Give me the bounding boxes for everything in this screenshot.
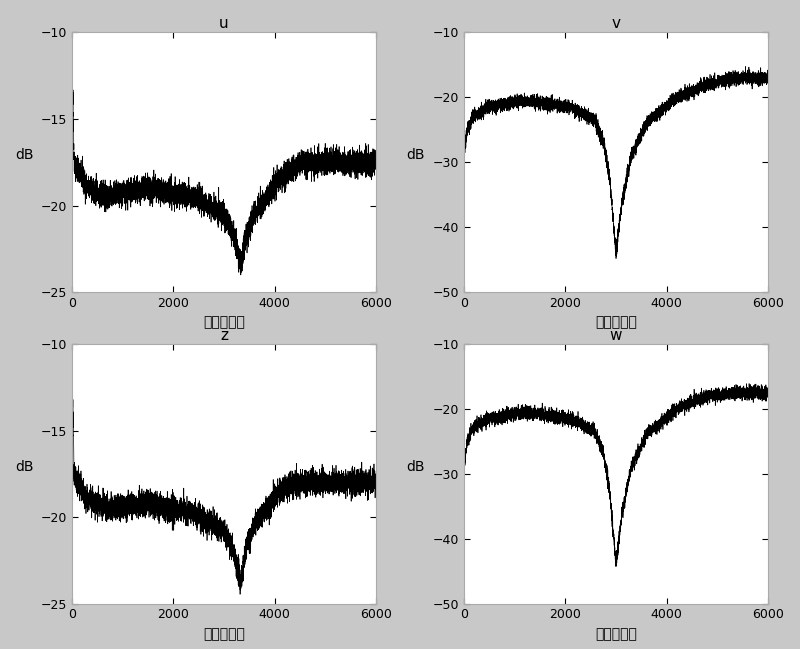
Y-axis label: dB: dB: [15, 459, 34, 474]
X-axis label: 像素（个）: 像素（个）: [595, 315, 637, 330]
Title: w: w: [610, 328, 622, 343]
Title: u: u: [219, 16, 229, 31]
Y-axis label: dB: dB: [406, 459, 426, 474]
Title: z: z: [220, 328, 228, 343]
X-axis label: 像素（个）: 像素（个）: [595, 627, 637, 641]
Title: v: v: [611, 16, 621, 31]
Y-axis label: dB: dB: [406, 148, 426, 162]
Y-axis label: dB: dB: [15, 148, 34, 162]
X-axis label: 像素（个）: 像素（个）: [203, 315, 245, 330]
X-axis label: 像素（个）: 像素（个）: [203, 627, 245, 641]
